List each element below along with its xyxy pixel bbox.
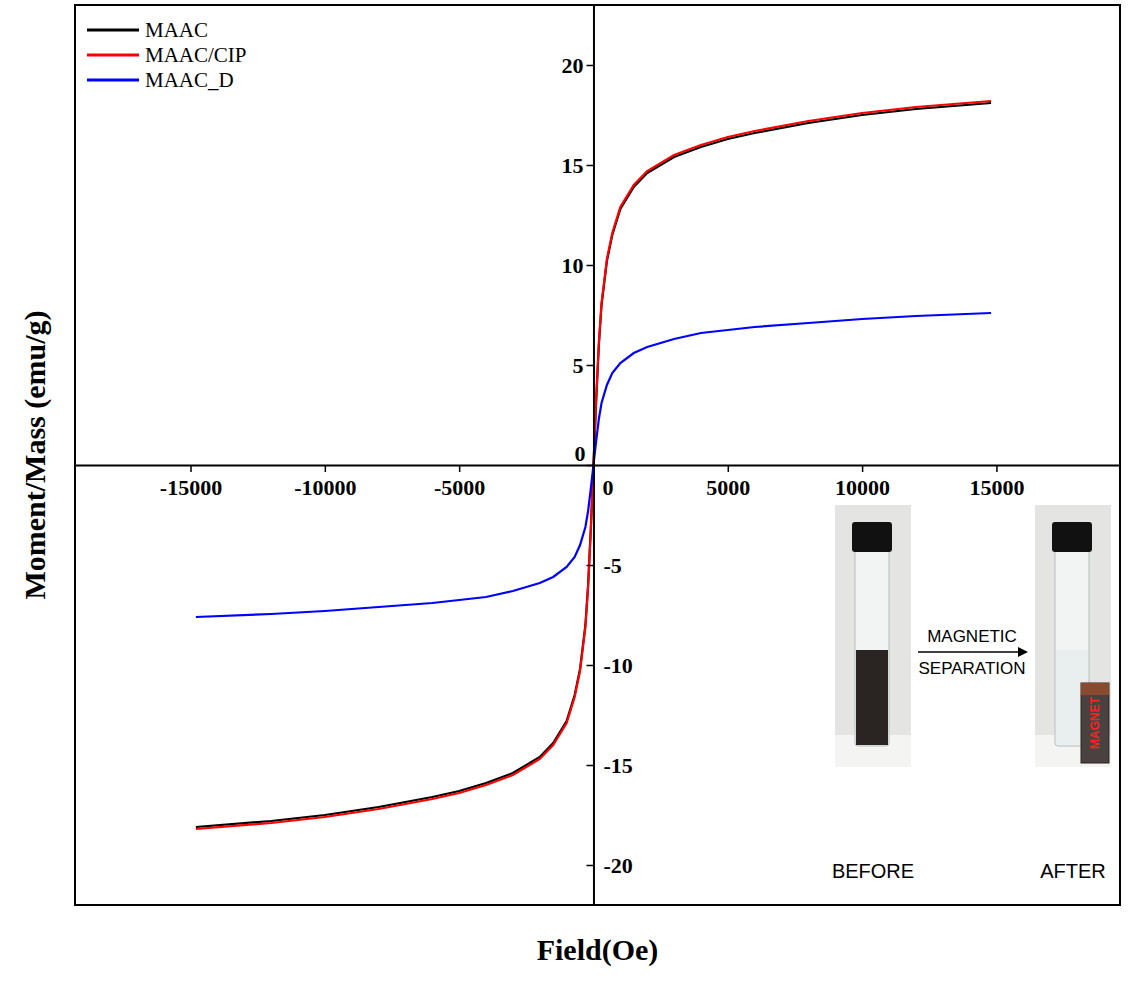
legend-swatch: [87, 54, 139, 57]
y-tick-label: 15: [561, 153, 583, 178]
y-axis: -20 -15 -10 -5 0 5 10 15 20: [561, 6, 632, 906]
x-tick-mark: [728, 465, 730, 472]
legend-swatch: [87, 79, 139, 82]
x-tick: 0: [594, 465, 614, 500]
vial-glass: [855, 548, 889, 746]
y-tick: -15: [586, 753, 632, 778]
legend-label: MAAC/CIP: [145, 43, 247, 67]
inset-label: MAGNET: [1088, 696, 1102, 749]
y-tick: 5: [572, 353, 593, 378]
y-tick-label: 20: [561, 53, 583, 78]
y-tick: -20: [586, 853, 632, 878]
inset-label: SEPARATION: [918, 659, 1025, 678]
y-tick-mark: [586, 865, 593, 867]
x-axis-line: [76, 465, 1121, 467]
inset-photo: [835, 505, 911, 767]
x-tick-label: -10000: [294, 475, 356, 500]
y-tick-mark: [586, 565, 593, 567]
y-tick-label: 5: [572, 353, 583, 378]
y-tick-mark: [586, 165, 593, 167]
x-tick: -10000: [294, 465, 356, 500]
x-tick: 10000: [835, 465, 890, 500]
y-tick: 15: [561, 153, 593, 178]
y-tick: -5: [586, 553, 621, 578]
y-tick-mark: [586, 765, 593, 767]
legend: MAACMAAC/CIPMAAC_D: [87, 18, 247, 92]
y-tick-label: 0: [574, 441, 585, 466]
x-tick-mark: [996, 465, 998, 472]
x-tick-mark: [325, 465, 327, 472]
y-axis-line: [593, 6, 595, 906]
x-tick-label: 15000: [969, 475, 1024, 500]
chart: MAGNETBEFOREMAGNETICSEPARATIONAFTER-1500…: [0, 0, 1128, 983]
inset-label: MAGNETIC: [927, 627, 1017, 646]
photo-background: [835, 505, 911, 767]
x-tick-label: 0: [602, 475, 613, 500]
x-tick-mark: [190, 465, 192, 472]
y-tick-label: -15: [603, 753, 632, 778]
y-axis-title: Moment/Mass (emu/g): [18, 310, 52, 599]
y-tick-label: -5: [603, 553, 621, 578]
x-tick: -15000: [160, 465, 222, 500]
y-tick-label: -10: [603, 653, 632, 678]
magnet-top: [1081, 683, 1109, 695]
y-tick-mark: [586, 665, 593, 667]
x-tick: 15000: [969, 465, 1024, 500]
y-tick-mark: [586, 465, 593, 467]
legend-label: MAAC_D: [145, 68, 234, 92]
x-tick-label: 5000: [706, 475, 750, 500]
inset-photo: MAGNET: [1035, 505, 1111, 767]
y-tick-mark: [586, 65, 593, 67]
x-tick-label: -15000: [160, 475, 222, 500]
y-tick: -10: [586, 653, 632, 678]
x-tick-mark: [459, 465, 461, 472]
x-axis-title: Field(Oe): [537, 933, 659, 967]
inset: MAGNET BEFORE MAGNETIC SEPARATION AFTER: [832, 505, 1111, 882]
arrow: [918, 651, 1022, 653]
x-tick: -5000: [434, 465, 485, 500]
y-tick-label: -20: [603, 853, 632, 878]
inset-label: AFTER: [1040, 860, 1106, 882]
y-tick-label: 10: [561, 253, 583, 278]
x-tick-label: 10000: [835, 475, 890, 500]
vial-cap: [852, 522, 892, 552]
plot-frame: [75, 5, 1120, 905]
vial-cap: [1052, 522, 1092, 552]
x-axis: -15000 -10000 -5000 0 5000 10000 15000: [76, 465, 1121, 500]
y-tick: 10: [561, 253, 593, 278]
photo-background: [1035, 505, 1111, 767]
x-tick-label: -5000: [434, 475, 485, 500]
legend-swatch: [87, 29, 139, 32]
legend-label: MAAC: [145, 18, 208, 42]
arrow-head: [1018, 647, 1028, 657]
magnet: [1081, 683, 1109, 763]
x-tick-mark: [862, 465, 864, 472]
y-tick-mark: [586, 365, 593, 367]
y-tick: 0: [574, 441, 593, 466]
vial-liquid: [856, 650, 888, 745]
x-tick: 5000: [706, 465, 750, 500]
y-tick-mark: [586, 265, 593, 267]
inset-label: BEFORE: [832, 860, 914, 882]
y-tick: 20: [561, 53, 593, 78]
